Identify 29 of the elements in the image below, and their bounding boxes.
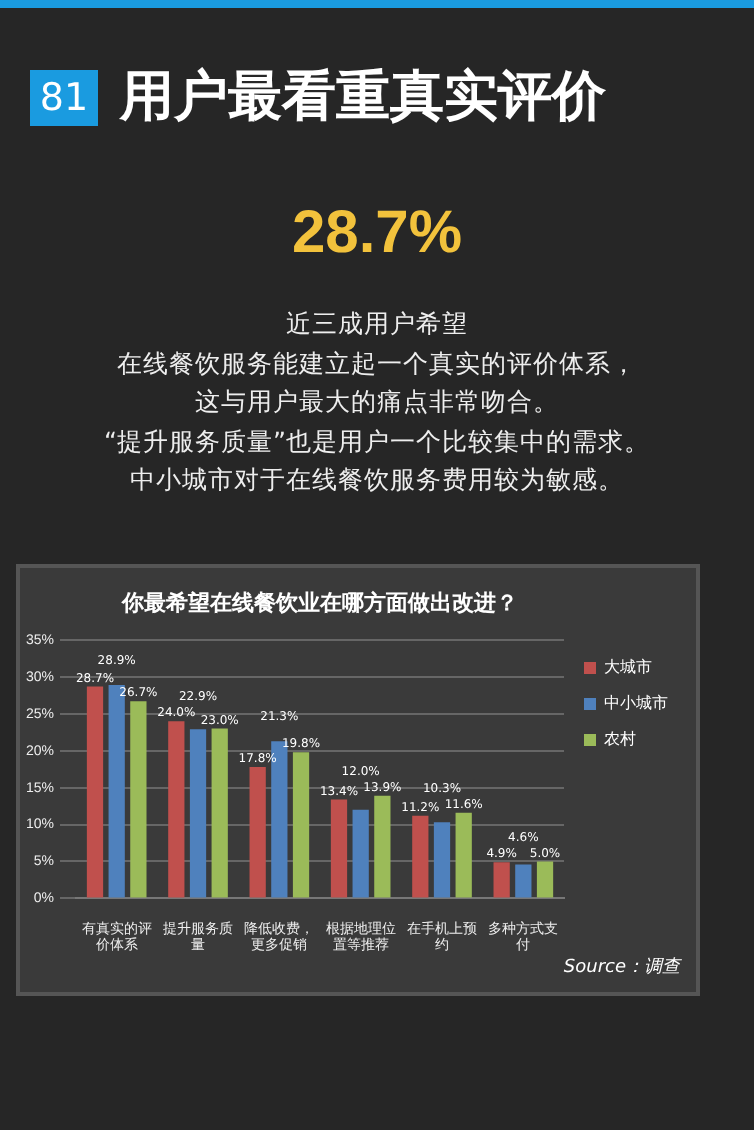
legend-label: 农村	[604, 730, 636, 749]
legend-label: 中小城市	[604, 694, 668, 713]
bar	[330, 799, 348, 898]
text: 这与用户最大的痛点非常吻合。	[195, 386, 559, 416]
bar	[189, 729, 207, 898]
bar	[168, 721, 185, 898]
text: 中小城市对于在线餐饮服务费用较为敏感。	[130, 464, 624, 494]
text: “提升服务质量”也是用户一个比较集中的需求。	[104, 425, 650, 455]
legend-label: 大城市	[604, 658, 652, 677]
text: 81	[30, 70, 98, 126]
bar	[211, 728, 228, 898]
bar	[515, 864, 532, 898]
bar	[86, 686, 104, 898]
text: 28.7%	[289, 200, 465, 268]
bar	[352, 809, 369, 898]
chart-title: 用户最看重真实评价	[120, 64, 606, 132]
bar	[249, 766, 266, 898]
bar	[374, 795, 391, 898]
bar	[455, 812, 472, 898]
text: 近三成用户希望	[286, 308, 468, 338]
bar	[433, 822, 451, 898]
chart-subtitle: 你最希望在线餐饮业在哪方面做出改进？	[119, 588, 520, 618]
bar	[292, 752, 310, 898]
bar	[493, 862, 510, 898]
text: 在线餐饮服务能建立起一个真实的评价体系，	[117, 347, 637, 377]
bar	[536, 861, 554, 898]
bar	[412, 815, 429, 898]
source-note: Source：调查	[563, 955, 680, 980]
bar	[130, 701, 147, 898]
